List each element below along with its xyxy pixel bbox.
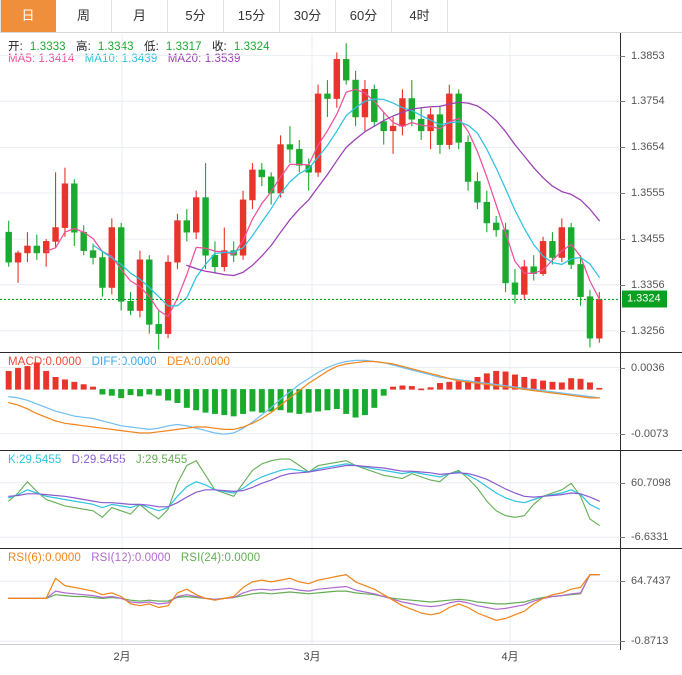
divider-rsi: [0, 548, 682, 549]
macd-tick-label: -0.0073: [631, 427, 669, 440]
macd-legend: MACD:0.0000 DIFF:0.0000 DEA:0.0000: [8, 356, 237, 368]
macd-tick-mark: [620, 367, 625, 369]
x-tick-mar: 3月: [303, 651, 321, 663]
price-tick-mark: [620, 330, 625, 332]
kdj-tick-mark: [620, 537, 625, 539]
kdj-tick-label: -6.6331: [631, 531, 669, 544]
rsi-chart-panel[interactable]: [0, 549, 620, 645]
timeframe-tabbar: 日 周 月 5分 15分 30分 60分 4时: [0, 0, 682, 33]
price-tick-mark: [620, 147, 625, 149]
price-tick-mark: [620, 55, 625, 57]
price-tick-mark: [620, 284, 625, 286]
low-label: 低:: [143, 41, 159, 53]
price-chart-panel[interactable]: [0, 34, 620, 352]
macd-tick-label: 0.0036: [631, 361, 665, 374]
close-label: 收:: [211, 41, 227, 53]
high-label: 高:: [75, 41, 91, 53]
divider-kdj: [0, 450, 682, 451]
rsi-legend: RSI(6):0.0000 RSI(12):0.0000 RSI(24):0.0…: [8, 552, 267, 564]
tab-15min[interactable]: 15分: [224, 0, 280, 32]
x-axis-line: [0, 644, 620, 645]
tab-month[interactable]: 月: [112, 0, 168, 32]
macd-chart-panel[interactable]: [0, 353, 620, 450]
price-tick-mark: [620, 193, 625, 194]
rsi6-value: RSI(6):0.0000: [8, 552, 81, 564]
price-tick-label: 1.3654: [631, 141, 665, 154]
x-tick-feb: 2月: [113, 651, 131, 663]
kdj-legend: K:29.5455 D:29.5455 J:29.5455: [8, 454, 194, 466]
tab-5min[interactable]: 5分: [168, 0, 224, 32]
tab-4hour[interactable]: 4时: [392, 0, 448, 32]
rsi-tick-label: 64.7437: [631, 575, 671, 588]
macd-value: MACD:0.0000: [8, 356, 82, 368]
dea-value: DEA:0.0000: [166, 356, 230, 368]
tab-60min[interactable]: 60分: [336, 0, 392, 32]
tab-30min[interactable]: 30分: [280, 0, 336, 32]
tab-day[interactable]: 日: [0, 0, 56, 32]
kdj-tick-label: 60.7098: [631, 476, 671, 489]
high-value: 1.3343: [97, 41, 134, 53]
open-value: 1.3333: [29, 41, 66, 53]
close-value: 1.3324: [233, 41, 270, 53]
rsi-tick-mark: [620, 641, 625, 643]
open-label: 开:: [8, 41, 23, 53]
x-tick-apr: 4月: [501, 651, 519, 663]
tab-week[interactable]: 周: [56, 0, 112, 32]
kdj-tick-mark: [620, 482, 625, 484]
kdj-d-value: D:29.5455: [71, 454, 126, 466]
price-tick-mark: [620, 239, 625, 241]
rsi-tick-mark: [620, 581, 625, 583]
kdj-j-value: J:29.5455: [135, 454, 188, 466]
price-tick-label: 1.3754: [631, 95, 665, 108]
rsi12-value: RSI(12):0.0000: [91, 552, 171, 564]
price-axis-line: [620, 33, 621, 650]
ohlc-legend: 开: 1.3333 高: 1.3343 低: 1.3317 收: 1.3324: [8, 38, 277, 54]
price-tick-label: 1.3853: [631, 49, 665, 62]
kdj-chart-panel[interactable]: [0, 451, 620, 548]
tabbar-filler: [448, 0, 682, 32]
current-price-badge: 1.3324: [622, 290, 667, 308]
rsi24-value: RSI(24):0.0000: [180, 552, 261, 564]
low-value: 1.3317: [165, 41, 202, 53]
rsi-tick-label: -0.8713: [631, 635, 669, 648]
diff-value: DIFF:0.0000: [91, 356, 157, 368]
price-tick-label: 1.3555: [631, 187, 665, 199]
divider-macd: [0, 352, 682, 353]
macd-tick-mark: [620, 433, 625, 435]
price-tick-label: 1.3455: [631, 233, 665, 246]
price-tick-label: 1.3256: [631, 324, 665, 337]
price-tick-label: 1.3356: [631, 278, 665, 291]
price-tick-mark: [620, 101, 625, 103]
kdj-k-value: K:29.5455: [8, 454, 62, 466]
